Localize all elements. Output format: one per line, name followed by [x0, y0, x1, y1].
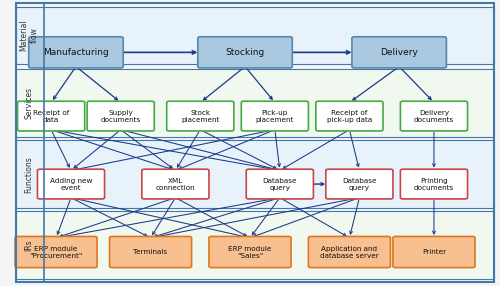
Text: Receipt of
data: Receipt of data: [33, 110, 69, 123]
FancyBboxPatch shape: [110, 237, 192, 268]
FancyBboxPatch shape: [242, 101, 308, 131]
FancyBboxPatch shape: [28, 37, 123, 68]
FancyBboxPatch shape: [209, 237, 291, 268]
Text: Delivery
documents: Delivery documents: [414, 110, 454, 123]
FancyBboxPatch shape: [400, 169, 468, 199]
FancyBboxPatch shape: [16, 7, 494, 64]
Text: Manufacturing: Manufacturing: [43, 48, 109, 57]
Text: Supply
documents: Supply documents: [100, 110, 141, 123]
FancyBboxPatch shape: [400, 101, 468, 131]
FancyBboxPatch shape: [16, 211, 494, 279]
FancyBboxPatch shape: [16, 140, 494, 208]
FancyBboxPatch shape: [142, 169, 209, 199]
Text: Delivery: Delivery: [380, 48, 418, 57]
FancyBboxPatch shape: [16, 69, 494, 137]
FancyBboxPatch shape: [308, 237, 390, 268]
FancyBboxPatch shape: [15, 237, 97, 268]
Text: Printing
documents: Printing documents: [414, 178, 454, 190]
Text: Functions: Functions: [24, 156, 33, 192]
Text: Pick-up
placement: Pick-up placement: [256, 110, 294, 123]
FancyBboxPatch shape: [316, 101, 383, 131]
FancyBboxPatch shape: [246, 169, 314, 199]
FancyBboxPatch shape: [198, 37, 292, 68]
Text: IRs: IRs: [24, 239, 33, 251]
Text: Services: Services: [24, 87, 33, 120]
Text: ERP module
"Procurement": ERP module "Procurement": [30, 246, 83, 259]
Text: XML
connection: XML connection: [156, 178, 195, 190]
FancyBboxPatch shape: [38, 169, 104, 199]
Text: Adding new
event: Adding new event: [50, 178, 92, 190]
Text: Material
flow: Material flow: [19, 19, 38, 51]
FancyBboxPatch shape: [393, 237, 475, 268]
FancyBboxPatch shape: [352, 37, 446, 68]
Text: Application and
database server: Application and database server: [320, 246, 379, 259]
Text: Terminals: Terminals: [134, 249, 168, 255]
FancyBboxPatch shape: [87, 101, 154, 131]
Text: Database
query: Database query: [262, 178, 297, 190]
Text: Database
query: Database query: [342, 178, 376, 190]
FancyBboxPatch shape: [166, 101, 234, 131]
Text: Receipt of
pick-up data: Receipt of pick-up data: [327, 110, 372, 123]
Text: Printer: Printer: [422, 249, 446, 255]
Text: Stock
placement: Stock placement: [181, 110, 220, 123]
Text: ERP module
"Sales": ERP module "Sales": [228, 246, 272, 259]
FancyBboxPatch shape: [18, 101, 84, 131]
FancyBboxPatch shape: [326, 169, 393, 199]
Text: Stocking: Stocking: [226, 48, 264, 57]
